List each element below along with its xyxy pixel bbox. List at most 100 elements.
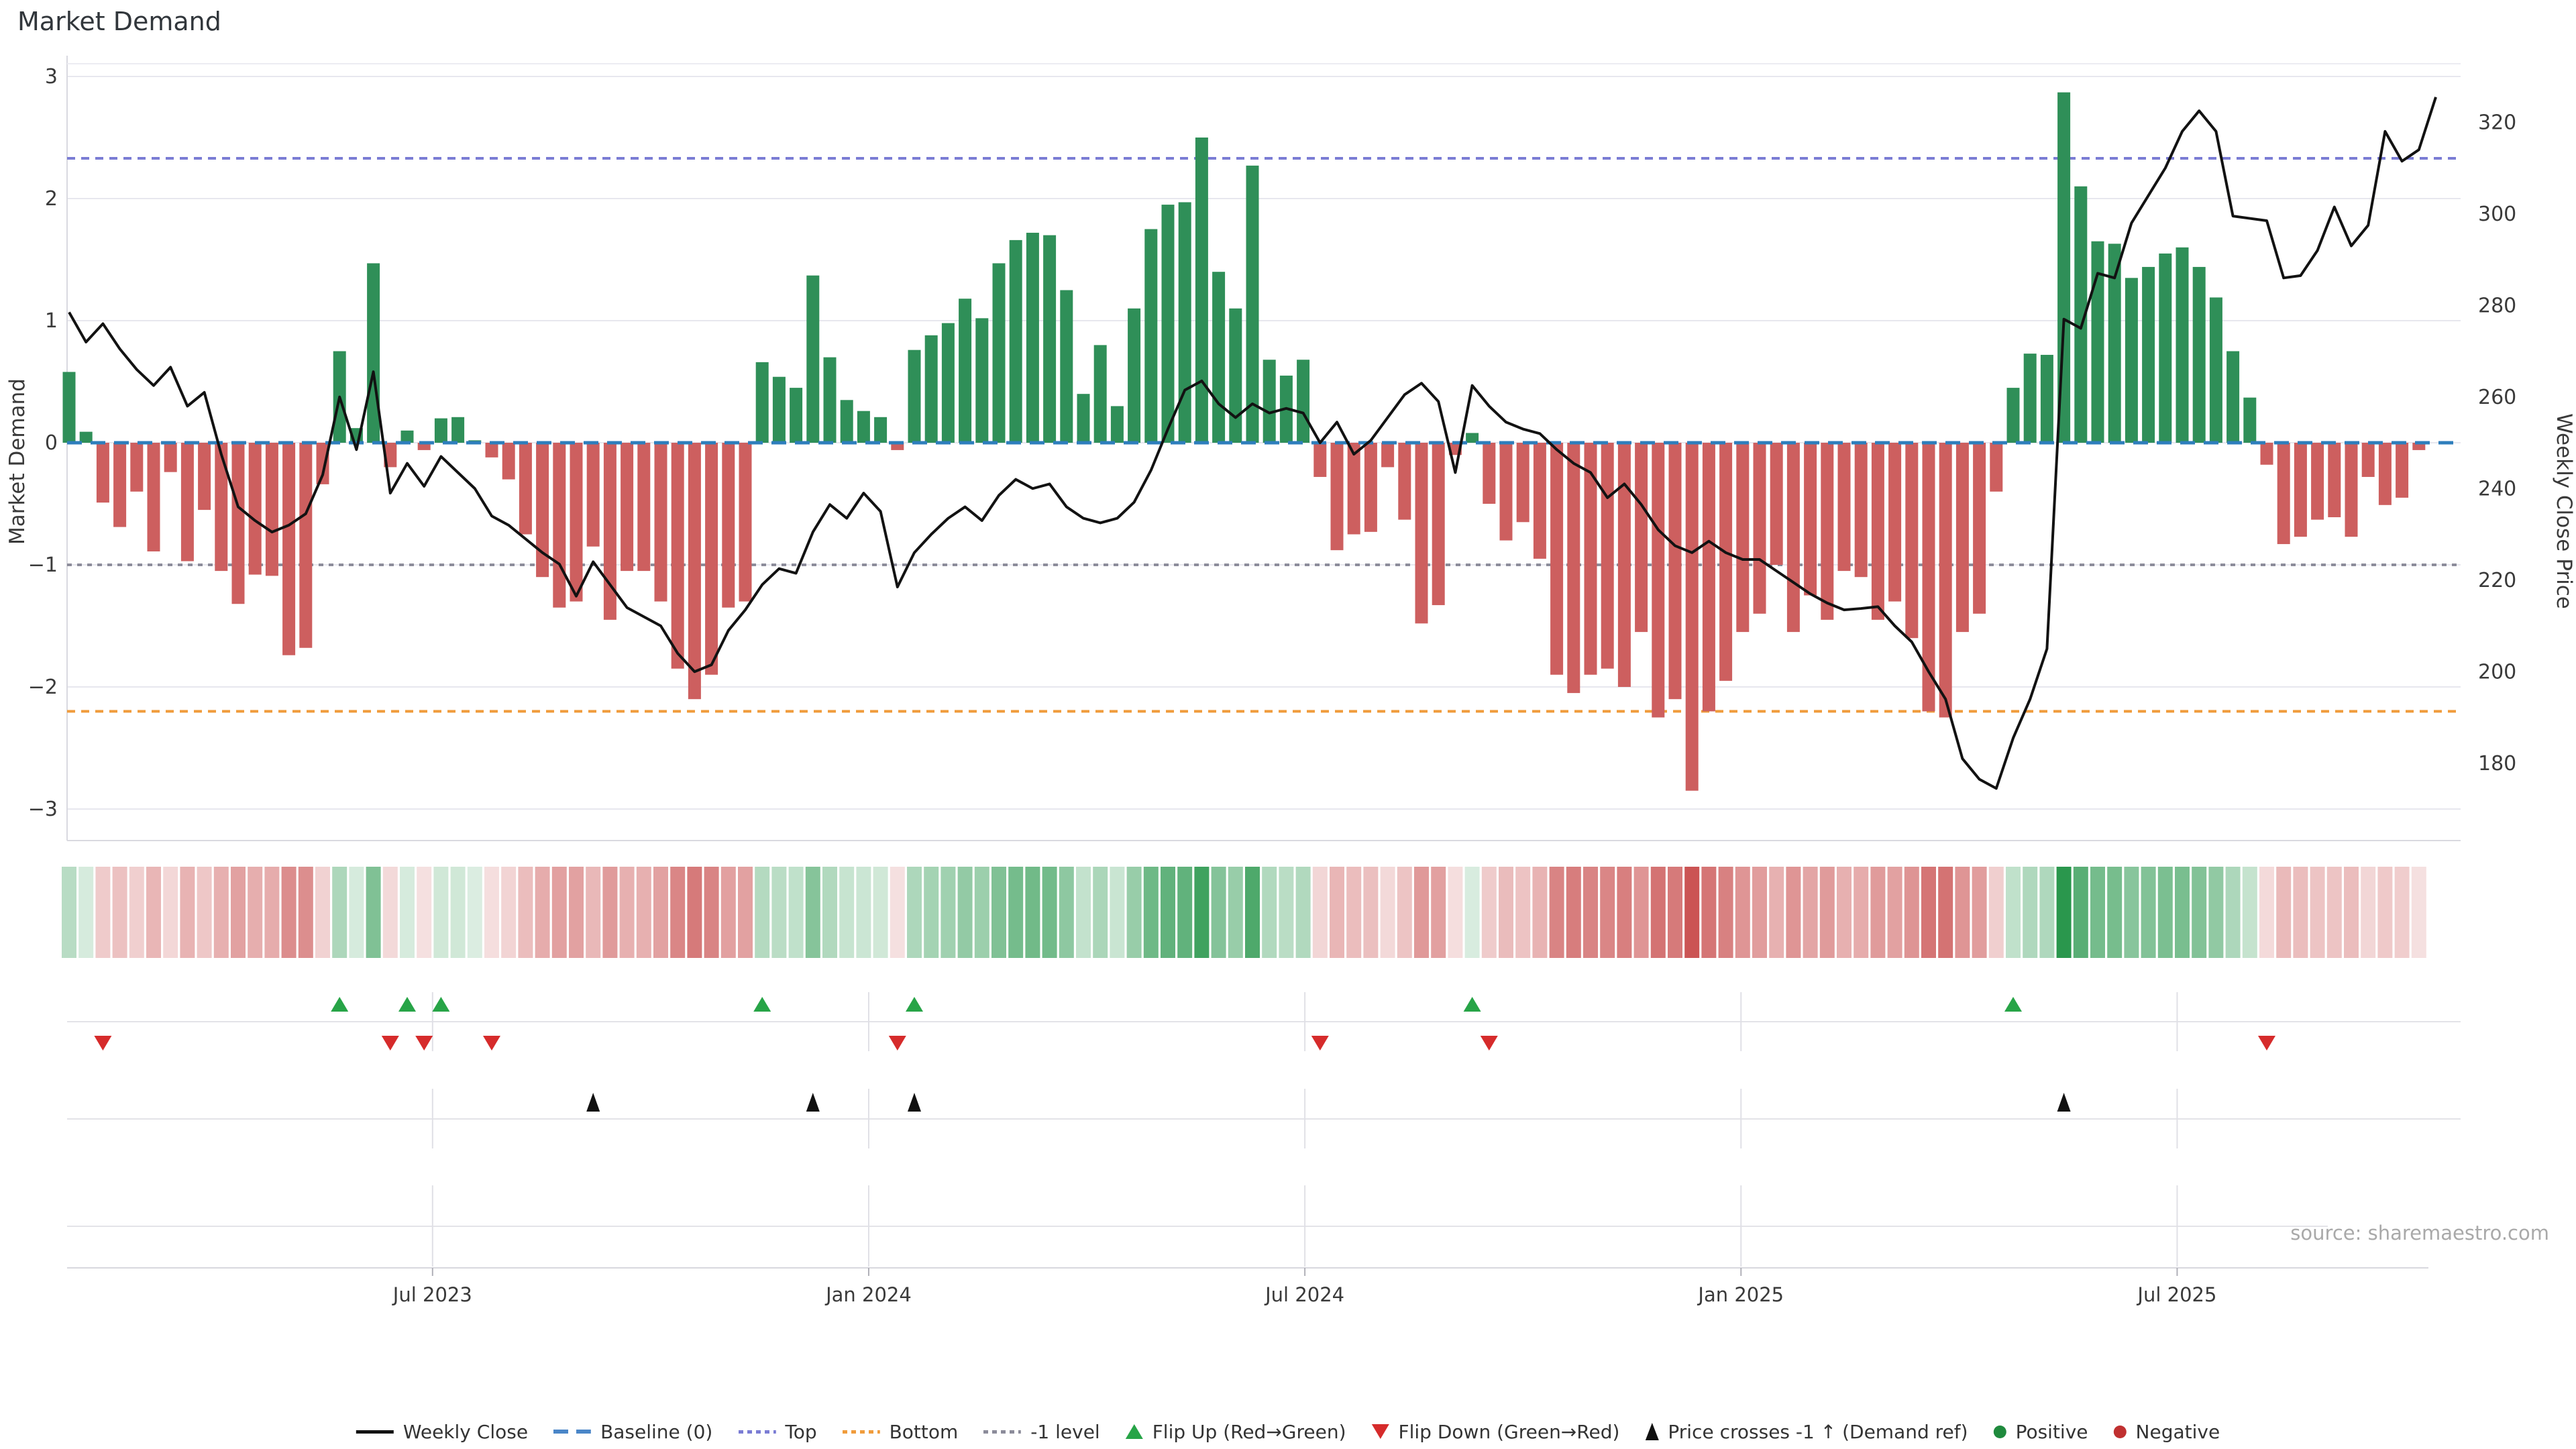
heatmap-cell bbox=[264, 867, 280, 958]
demand-bar bbox=[1922, 443, 1935, 712]
demand-bar bbox=[265, 443, 278, 576]
flip-down-triangle-icon bbox=[483, 1036, 500, 1051]
demand-bar bbox=[1854, 443, 1868, 578]
heatmap-cell bbox=[366, 867, 381, 958]
demand-bar bbox=[755, 362, 769, 443]
demand-bar bbox=[621, 443, 634, 572]
demand-bar bbox=[316, 443, 329, 484]
x-axis-labels: Jul 2023 Jan 2024 Jul 2024 Jan 2025 Jul 2025 bbox=[392, 1283, 2217, 1306]
heatmap-cell bbox=[400, 867, 415, 958]
heatmap-cell bbox=[2006, 867, 2021, 958]
demand-bar bbox=[1212, 272, 1226, 443]
heatmap-cell bbox=[1143, 867, 1159, 958]
right-axis-label: Weekly Close Price bbox=[2552, 413, 2576, 609]
right-tick-label: 240 bbox=[2478, 477, 2516, 500]
demand-bars bbox=[62, 92, 2426, 791]
demand-bar bbox=[1313, 443, 1327, 477]
heatmap-cell bbox=[2377, 867, 2393, 958]
heatmap-cell bbox=[1854, 867, 1869, 958]
demand-bar bbox=[1381, 443, 1395, 468]
flip-down-triangle-icon bbox=[1311, 1036, 1329, 1051]
heatmap-cell bbox=[417, 867, 432, 958]
heatmap-cell bbox=[991, 867, 1006, 958]
heatmap-cell bbox=[1887, 867, 1902, 958]
demand-bar bbox=[1060, 290, 1073, 443]
heatmap-cell bbox=[1769, 867, 1784, 958]
heatmap-cell bbox=[2394, 867, 2410, 958]
heatmap-cell bbox=[1786, 867, 1801, 958]
demand-bar bbox=[2192, 266, 2206, 443]
demand-bar bbox=[637, 443, 651, 572]
heatmap-cell bbox=[1837, 867, 1851, 958]
legend-label: Flip Up (Red→Green) bbox=[1152, 1420, 1346, 1443]
demand-bar bbox=[1364, 443, 1377, 532]
top-icon bbox=[738, 1430, 776, 1434]
legend-item-flip-up: Flip Up (Red→Green) bbox=[1125, 1420, 1346, 1443]
reference-lines bbox=[67, 156, 2461, 713]
demand-bar bbox=[705, 443, 718, 675]
heatmap-cell bbox=[1718, 867, 1733, 958]
left-tick-label: −1 bbox=[28, 553, 58, 577]
heatmap-cell bbox=[467, 867, 482, 958]
heatmap-cell bbox=[2192, 867, 2207, 958]
demand-bar bbox=[1516, 443, 1529, 523]
heatmap-cell bbox=[822, 867, 837, 958]
heatmap-cell bbox=[1515, 867, 1531, 958]
left-tick-label: 0 bbox=[45, 431, 58, 455]
demand-bar bbox=[1584, 443, 1597, 675]
source-text: source: sharemaestro.com bbox=[2290, 1222, 2549, 1244]
demand-bar bbox=[2396, 443, 2409, 498]
heatmap-cell bbox=[907, 867, 922, 958]
heatmap-cell bbox=[551, 867, 567, 958]
demand-bar bbox=[553, 443, 566, 608]
demand-bar bbox=[231, 443, 245, 604]
demand-bar bbox=[1770, 443, 1783, 565]
demand-bar bbox=[1635, 443, 1648, 633]
right-tick-label: 280 bbox=[2478, 294, 2516, 317]
heatmap-cell bbox=[2242, 867, 2257, 958]
legend-item-top: Top bbox=[738, 1421, 817, 1443]
heatmap-cell bbox=[1363, 867, 1379, 958]
flip-up-triangle-icon bbox=[398, 997, 416, 1012]
negative-icon bbox=[2113, 1425, 2127, 1438]
x-tick-label: Jul 2024 bbox=[1264, 1283, 1344, 1306]
heatmap-cell bbox=[1126, 867, 1142, 958]
demand-bar bbox=[1821, 443, 1834, 620]
demand-bar bbox=[536, 443, 549, 578]
heatmap-cell bbox=[1650, 867, 1666, 958]
heatmap-cell bbox=[1177, 867, 1193, 958]
demand-bar bbox=[1432, 443, 1445, 606]
demand-bar bbox=[1043, 235, 1057, 443]
flip-up-triangle-icon bbox=[906, 997, 923, 1012]
demand-bar bbox=[959, 299, 972, 443]
demand-bar bbox=[1905, 443, 1919, 639]
demand-bar bbox=[1128, 308, 1141, 443]
demand-bar bbox=[2074, 186, 2088, 443]
heatmap-cell bbox=[1752, 867, 1767, 958]
heatmap-cell bbox=[1735, 867, 1750, 958]
demand-bar bbox=[2209, 297, 2222, 443]
heatmap-cell bbox=[1499, 867, 1513, 958]
right-axis-ticks: 320 300 280 260 240 220 200 180 bbox=[2478, 111, 2516, 775]
demand-bar bbox=[1026, 232, 1039, 443]
heatmap-cell bbox=[332, 867, 347, 958]
legend-item-bottom: Bottom bbox=[842, 1420, 959, 1443]
heatmap-cell bbox=[2208, 867, 2224, 958]
heatmap-cell bbox=[2344, 867, 2359, 958]
heatmap-cell bbox=[1346, 867, 1362, 958]
demand-bar bbox=[1466, 433, 1479, 443]
heatmap-cell bbox=[720, 867, 736, 958]
heatmap-cell bbox=[1245, 867, 1260, 958]
demand-bar bbox=[1668, 443, 1682, 700]
heatmap-cell bbox=[62, 867, 76, 958]
heatmap-cell bbox=[1668, 867, 1682, 958]
heatmap-cell bbox=[1633, 867, 1649, 958]
heatmap-cell bbox=[163, 867, 178, 958]
legend-label: Bottom bbox=[889, 1420, 959, 1443]
legend-item-negative: Negative bbox=[2113, 1421, 2220, 1443]
demand-bar bbox=[654, 443, 667, 602]
heatmap-cell bbox=[1330, 867, 1344, 958]
weekly-close-line bbox=[68, 97, 2437, 790]
demand-bar bbox=[1804, 443, 1817, 596]
demand-bar bbox=[485, 443, 498, 458]
